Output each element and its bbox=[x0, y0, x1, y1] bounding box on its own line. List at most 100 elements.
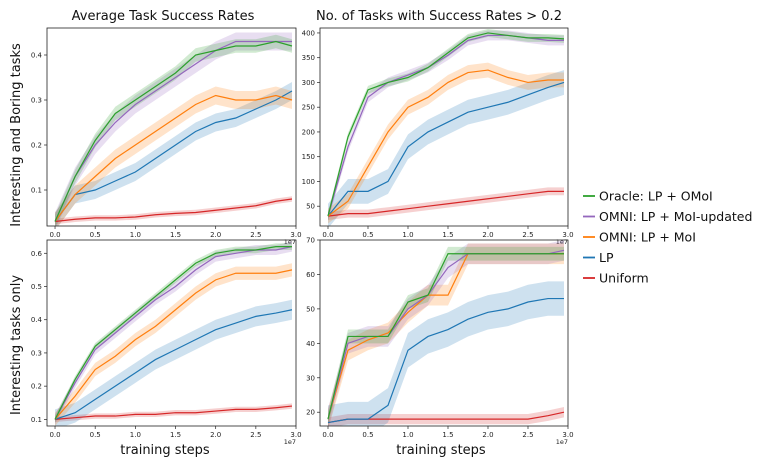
y-tick-label: 100 bbox=[302, 178, 315, 186]
y-tick-label: 50 bbox=[306, 203, 315, 211]
x-tick-label: 1.0 bbox=[402, 231, 413, 239]
plot-area bbox=[54, 32, 293, 226]
line-oracle-lp-omoi bbox=[54, 246, 292, 420]
legend-label: Uniform bbox=[599, 271, 649, 286]
axes-frame bbox=[319, 239, 569, 427]
legend: Oracle: LP + OMoI OMNI: LP + MoI-updated O… bbox=[583, 189, 752, 286]
band-lp bbox=[55, 82, 292, 226]
x-tick-label: 1.0 bbox=[130, 431, 141, 439]
x-tick-label: 0.0 bbox=[49, 431, 60, 439]
legend-label: OMNI: LP + MoI-updated bbox=[599, 209, 752, 224]
y-tick-label: 0.3 bbox=[31, 97, 42, 105]
panel-bottom-left: 0.0 0.5 1.0 1.5 2.0 2.5 3.01e70.10.20.30.40.50… bbox=[31, 239, 302, 446]
x-tick-label: 2.5 bbox=[250, 231, 261, 239]
y-tick-label: 350 bbox=[302, 54, 315, 62]
line-uniform bbox=[54, 198, 293, 223]
band-lp bbox=[328, 281, 564, 426]
line-omni-lp-moi bbox=[327, 69, 564, 217]
band-omni-lp-moi-updated bbox=[55, 32, 292, 226]
y-tick-label: 50 bbox=[306, 305, 315, 313]
y-tick-label: 0.6 bbox=[31, 250, 43, 258]
x-tick-label: 0.0 bbox=[49, 231, 60, 239]
x-multiplier: 1e7 bbox=[284, 238, 296, 246]
x-tick-label: 2.0 bbox=[210, 231, 221, 239]
y-tick-label: 40 bbox=[306, 340, 315, 348]
line-lp bbox=[54, 90, 293, 222]
plot-area bbox=[327, 240, 565, 426]
x-tick-label: 3.0 bbox=[562, 231, 573, 239]
xlabel-right: training steps bbox=[396, 443, 486, 458]
col-title-right: No. of Tasks with Success Rates > 0.2 bbox=[316, 9, 562, 24]
line-oracle-lp-omoi bbox=[327, 32, 565, 217]
x-tick-label: 2.0 bbox=[482, 231, 493, 239]
legend-label: OMNI: LP + MoI bbox=[599, 230, 696, 245]
line-lp bbox=[327, 297, 564, 424]
y-tick-label: 0.3 bbox=[31, 349, 42, 357]
x-tick-label: 0.5 bbox=[90, 431, 101, 439]
line-omni-lp-moi bbox=[54, 94, 293, 222]
y-tick-label: 250 bbox=[302, 104, 315, 112]
line-omni-lp-moi-updated bbox=[54, 40, 292, 222]
x-tick-label: 3.0 bbox=[290, 231, 301, 239]
y-tick-label: 0.1 bbox=[31, 187, 42, 195]
band-uniform bbox=[55, 196, 292, 225]
y-tick-label: 30 bbox=[306, 374, 315, 382]
x-tick-label: 1.5 bbox=[442, 231, 453, 239]
x-tick-label: 3.0 bbox=[290, 431, 301, 439]
band-omni-lp-moi bbox=[328, 243, 564, 426]
x-tick-label: 0.5 bbox=[90, 231, 101, 239]
band-omni-lp-moi-updated bbox=[328, 240, 564, 426]
y-tick-label: 0.1 bbox=[31, 416, 42, 424]
y-tick-label: 0.5 bbox=[31, 283, 42, 291]
legend-label: LP bbox=[599, 250, 614, 265]
x-tick-label: 1.5 bbox=[170, 431, 181, 439]
line-uniform bbox=[327, 190, 564, 217]
band-omni-lp-moi bbox=[55, 86, 292, 226]
line-lp bbox=[54, 309, 293, 420]
y-tick-label: 150 bbox=[302, 153, 315, 161]
y-tick-label: 0.4 bbox=[31, 316, 43, 324]
axes-frame bbox=[319, 27, 569, 227]
band-lp bbox=[55, 299, 292, 426]
x-tick-label: 2.5 bbox=[522, 431, 533, 439]
x-tick-label: 1.0 bbox=[130, 231, 141, 239]
band-lp bbox=[328, 70, 564, 226]
x-multiplier: 1e7 bbox=[284, 438, 296, 446]
line-uniform bbox=[54, 405, 293, 420]
band-uniform bbox=[328, 407, 564, 426]
plot-area bbox=[54, 241, 293, 426]
plot-area bbox=[327, 28, 565, 226]
line-omni-lp-moi bbox=[54, 269, 293, 420]
axes-frame bbox=[46, 239, 297, 427]
y-tick-label: 60 bbox=[306, 271, 315, 279]
x-tick-label: 2.0 bbox=[482, 431, 493, 439]
x-multiplier: 1e7 bbox=[556, 438, 568, 446]
row-label-bottom: Interesting tasks only bbox=[9, 275, 24, 415]
row-label-top: Interesting and Boring tasks bbox=[9, 43, 24, 227]
legend-label: Oracle: LP + OMoI bbox=[599, 189, 713, 204]
x-tick-label: 1.5 bbox=[170, 231, 181, 239]
x-tick-label: 1.5 bbox=[442, 431, 453, 439]
band-omni-lp-moi bbox=[55, 263, 292, 426]
y-tick-label: 0.4 bbox=[31, 52, 43, 60]
col-title-left: Average Task Success Rates bbox=[72, 9, 255, 24]
line-oracle-lp-omoi bbox=[54, 40, 293, 222]
x-multiplier: 1e7 bbox=[556, 238, 568, 246]
y-tick-label: 300 bbox=[302, 79, 315, 87]
y-tick-label: 200 bbox=[302, 128, 315, 136]
x-tick-label: 2.0 bbox=[210, 431, 221, 439]
x-tick-label: 0.0 bbox=[322, 431, 333, 439]
x-tick-label: 0.5 bbox=[362, 431, 373, 439]
x-tick-label: 1.0 bbox=[402, 431, 413, 439]
x-tick-label: 3.0 bbox=[562, 431, 573, 439]
y-tick-label: 0.2 bbox=[31, 383, 42, 391]
y-tick-label: 400 bbox=[302, 29, 315, 37]
line-oracle-lp-omoi bbox=[327, 253, 564, 420]
xlabel-left: training steps bbox=[120, 443, 210, 458]
x-tick-label: 0.0 bbox=[322, 231, 333, 239]
x-tick-label: 0.5 bbox=[362, 231, 373, 239]
axes-frame bbox=[46, 27, 297, 227]
